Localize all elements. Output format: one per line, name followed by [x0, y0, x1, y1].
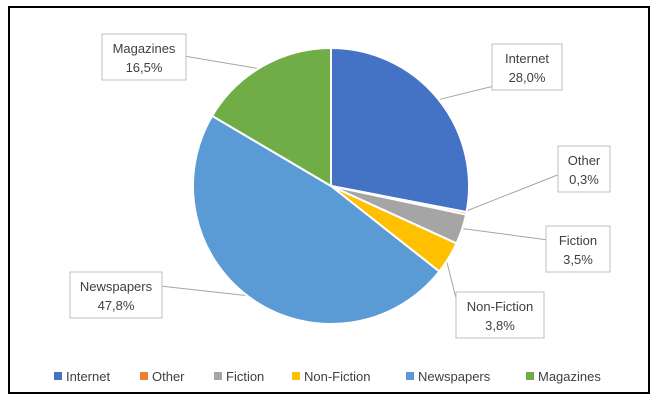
pie-chart: Internet 28,0% Other 0,3% Fiction 3,5% Non-Fic…	[54, 33, 611, 384]
legend-item-non-fiction: Non-Fiction	[292, 369, 370, 384]
legend-label: Non-Fiction	[304, 369, 370, 384]
chart-frame: Internet 28,0% Other 0,3% Fiction 3,5% Non-Fic…	[8, 6, 650, 394]
data-label-value: 0,3%	[569, 172, 599, 187]
data-label-category: Non-Fiction	[467, 299, 533, 314]
data-label-fiction: Fiction 3,5%	[545, 225, 611, 273]
data-label-newspapers: Newspapers 47,8%	[69, 271, 163, 319]
data-label-box	[545, 225, 611, 273]
data-label-value: 3,5%	[563, 252, 593, 267]
leader-line	[159, 285, 256, 297]
legend-swatch	[526, 372, 534, 380]
data-label-box	[491, 43, 563, 91]
legend-swatch	[406, 372, 414, 380]
pie-slice-internet	[330, 46, 470, 214]
legend-item-fiction: Fiction	[214, 369, 264, 384]
data-label-other: Other 0,3%	[557, 145, 611, 193]
legend-label: Magazines	[538, 369, 601, 384]
legend-item-internet: Internet	[54, 369, 110, 384]
legend-item-other: Other	[140, 369, 185, 384]
legend-label: Newspapers	[418, 369, 491, 384]
legend-swatch	[214, 372, 222, 380]
pie-slice-magazines	[210, 46, 332, 188]
pie-slice-newspapers	[192, 114, 441, 326]
data-label-value: 47,8%	[98, 298, 135, 313]
data-label-non-fiction: Non-Fiction 3,8%	[455, 291, 545, 339]
data-label-box	[69, 271, 163, 319]
legend-label: Fiction	[226, 369, 264, 384]
leader-line	[462, 173, 561, 214]
data-label-category: Internet	[505, 51, 549, 66]
leader-line	[183, 55, 265, 71]
legend-label: Internet	[66, 369, 110, 384]
data-label-internet: Internet 28,0%	[491, 43, 563, 91]
leader-line	[458, 227, 549, 241]
legend-swatch	[54, 372, 62, 380]
data-label-category: Magazines	[113, 41, 176, 56]
data-label-box	[455, 291, 545, 339]
data-label-category: Newspapers	[80, 279, 153, 294]
pie-slices	[192, 46, 470, 326]
legend-item-magazines: Magazines	[526, 369, 601, 384]
legend-label: Other	[152, 369, 185, 384]
legend-swatch	[140, 372, 148, 380]
data-label-value: 28,0%	[509, 70, 546, 85]
data-label-value: 3,8%	[485, 318, 515, 333]
data-label-category: Other	[568, 153, 601, 168]
data-label-box	[101, 33, 187, 81]
legend-swatch	[292, 372, 300, 380]
leader-line	[434, 85, 495, 102]
leader-lines	[159, 55, 561, 307]
data-label-category: Fiction	[559, 233, 597, 248]
legend-item-newspapers: Newspapers	[406, 369, 491, 384]
legend: Internet Other Fiction Non-Fiction Newspaper…	[54, 369, 601, 384]
data-label-value: 16,5%	[126, 60, 163, 75]
data-label-magazines: Magazines 16,5%	[101, 33, 187, 81]
data-label-box	[557, 145, 611, 193]
data-labels: Internet 28,0% Other 0,3% Fiction 3,5% Non-Fic…	[69, 33, 611, 339]
